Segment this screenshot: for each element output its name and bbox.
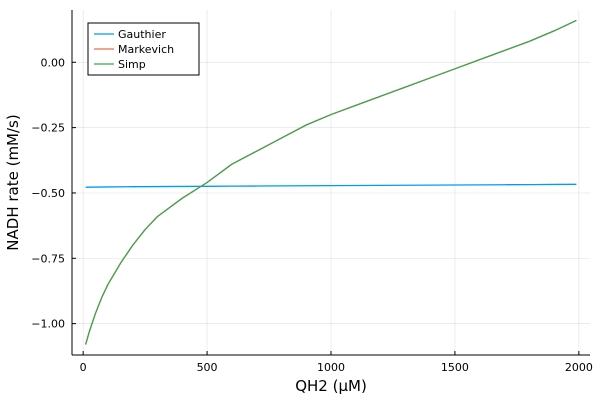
- legend: Gauthier Markevich Simp: [87, 22, 200, 76]
- y-tick-label: −0.25: [31, 122, 65, 135]
- x-tick-label: 2000: [565, 361, 593, 374]
- legend-label: Markevich: [118, 43, 174, 56]
- series-line-simp: [85, 19, 577, 345]
- y-tick-label: −0.50: [31, 187, 65, 200]
- x-axis-title: QH2 (μM): [295, 377, 367, 395]
- series-line-gauthier: [85, 183, 577, 188]
- y-tick-label: 0.00: [41, 56, 66, 69]
- legend-label: Simp: [118, 58, 146, 71]
- ticks: 0 500 1000 1500 2000 −1.00 −0.75 −0.50 −0.25 0.00: [31, 56, 593, 374]
- legend-label: Gauthier: [118, 28, 166, 41]
- x-tick-label: 500: [197, 361, 218, 374]
- x-tick-label: 1500: [441, 361, 469, 374]
- plot-series: [85, 19, 577, 345]
- y-tick-label: −1.00: [31, 318, 65, 331]
- y-tick-label: −0.75: [31, 252, 65, 265]
- y-axis-title: NADH rate (mM/s): [4, 114, 22, 250]
- x-tick-label: 1000: [317, 361, 345, 374]
- x-tick-label: 0: [80, 361, 87, 374]
